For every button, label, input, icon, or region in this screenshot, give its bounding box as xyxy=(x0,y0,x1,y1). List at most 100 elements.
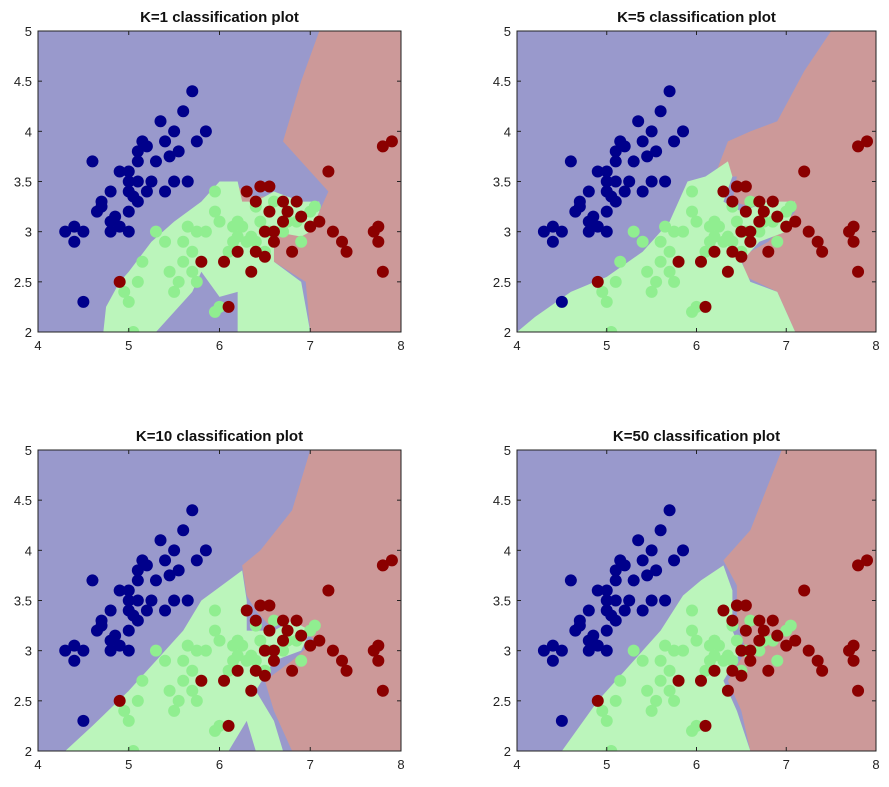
point-class1-38 xyxy=(659,594,672,607)
point-class1-2 xyxy=(77,225,90,238)
point-class3-6 xyxy=(721,265,734,278)
point-class2-18 xyxy=(677,225,690,238)
point-class2-26 xyxy=(231,649,244,662)
point-class2-18 xyxy=(199,644,212,657)
point-class1-31 xyxy=(159,135,172,148)
point-class3-20 xyxy=(295,210,308,223)
point-class1-39 xyxy=(663,85,676,98)
subplot-title: K=5 classification plot xyxy=(617,9,776,26)
point-class2-33 xyxy=(254,215,267,228)
point-class2-21 xyxy=(686,185,699,198)
data-points xyxy=(59,504,398,751)
x-tick-label: 5 xyxy=(125,757,132,772)
point-class1-26 xyxy=(140,185,153,198)
point-class1-21 xyxy=(131,594,144,607)
y-tick-label: 4.5 xyxy=(493,74,511,89)
y-tick-label: 3.5 xyxy=(493,594,511,609)
point-class1-41 xyxy=(199,125,212,138)
point-class2-11 xyxy=(654,235,667,248)
point-class3-26 xyxy=(340,664,353,677)
point-class2-15 xyxy=(190,225,203,238)
point-class2-2 xyxy=(127,745,140,751)
point-class1-30 xyxy=(154,115,167,128)
point-class3-31 xyxy=(861,554,874,567)
point-class3-23 xyxy=(798,165,811,178)
decision-regions xyxy=(517,450,876,751)
point-class1-26 xyxy=(140,604,153,617)
point-class2-20 xyxy=(208,624,221,637)
data-points xyxy=(537,504,874,751)
data-points xyxy=(59,85,398,332)
point-class2-7 xyxy=(163,684,176,697)
point-class1-40 xyxy=(668,135,681,148)
point-class1-34 xyxy=(168,175,181,188)
point-class2-18 xyxy=(677,644,690,657)
point-class1-15 xyxy=(122,225,135,238)
point-class3-19 xyxy=(290,195,303,208)
point-class2-9 xyxy=(650,694,663,707)
point-class2-5 xyxy=(149,225,162,238)
point-class1-39 xyxy=(663,504,676,517)
point-class2-28 xyxy=(712,220,725,233)
point-class1-27 xyxy=(618,559,631,572)
point-class2-7 xyxy=(641,265,654,278)
point-class1-35 xyxy=(168,125,181,138)
x-tick-label: 4 xyxy=(34,338,41,353)
point-class2-14 xyxy=(186,265,199,278)
point-class3-9 xyxy=(254,180,267,193)
x-tick-label: 5 xyxy=(603,757,610,772)
point-class1-2 xyxy=(555,644,568,657)
point-class1-1 xyxy=(546,220,559,233)
point-class2-6 xyxy=(159,654,172,667)
point-class2-22 xyxy=(690,215,703,228)
point-class2-5 xyxy=(627,225,640,238)
point-class1-14 xyxy=(591,584,604,597)
point-class3-18 xyxy=(286,245,299,258)
y-tick-label: 3 xyxy=(25,644,32,659)
point-class1-29 xyxy=(149,574,162,587)
point-class3-3 xyxy=(222,719,235,732)
point-class2-23 xyxy=(690,300,703,313)
point-class3-1 xyxy=(672,674,685,687)
point-class2-11 xyxy=(177,235,190,248)
point-class1-23 xyxy=(609,574,622,587)
point-class3-5 xyxy=(717,604,730,617)
point-class1-36 xyxy=(172,145,185,158)
y-tick-label: 3 xyxy=(504,225,511,240)
point-class3-1 xyxy=(195,674,208,687)
y-tick-label: 5 xyxy=(504,24,511,39)
point-class1-32 xyxy=(636,185,649,198)
point-class3-15 xyxy=(753,195,766,208)
point-class1-33 xyxy=(641,569,654,582)
y-tick-label: 3.5 xyxy=(493,175,511,190)
point-class2-36 xyxy=(744,195,757,208)
point-class1-16 xyxy=(122,205,135,218)
point-class2-16 xyxy=(190,275,203,288)
y-tick-label: 4 xyxy=(504,124,511,139)
point-class3-7 xyxy=(249,664,262,677)
point-class2-7 xyxy=(163,265,176,278)
point-class3-31 xyxy=(385,135,398,148)
point-class1-22 xyxy=(131,564,144,577)
point-class1-32 xyxy=(159,604,172,617)
point-class2-1 xyxy=(122,714,135,727)
point-class3-16 xyxy=(753,215,766,228)
point-class1-23 xyxy=(131,574,144,587)
point-class3-4 xyxy=(231,245,244,258)
point-class3-11 xyxy=(735,669,748,682)
point-class1-19 xyxy=(600,165,613,178)
point-class3-22 xyxy=(313,634,326,647)
point-class2-43 xyxy=(703,220,716,233)
point-class1-22 xyxy=(609,564,622,577)
point-class3-15 xyxy=(277,195,290,208)
point-class2-3 xyxy=(131,275,144,288)
point-class1-12 xyxy=(587,629,600,642)
point-class1-1 xyxy=(546,639,559,652)
point-class3-33 xyxy=(263,180,276,193)
point-class3-26 xyxy=(816,245,829,258)
x-tick-label: 7 xyxy=(307,338,314,353)
point-class3-14 xyxy=(267,654,280,667)
point-class1-19 xyxy=(122,165,135,178)
x-tick-label: 4 xyxy=(513,338,520,353)
point-class1-2 xyxy=(555,225,568,238)
